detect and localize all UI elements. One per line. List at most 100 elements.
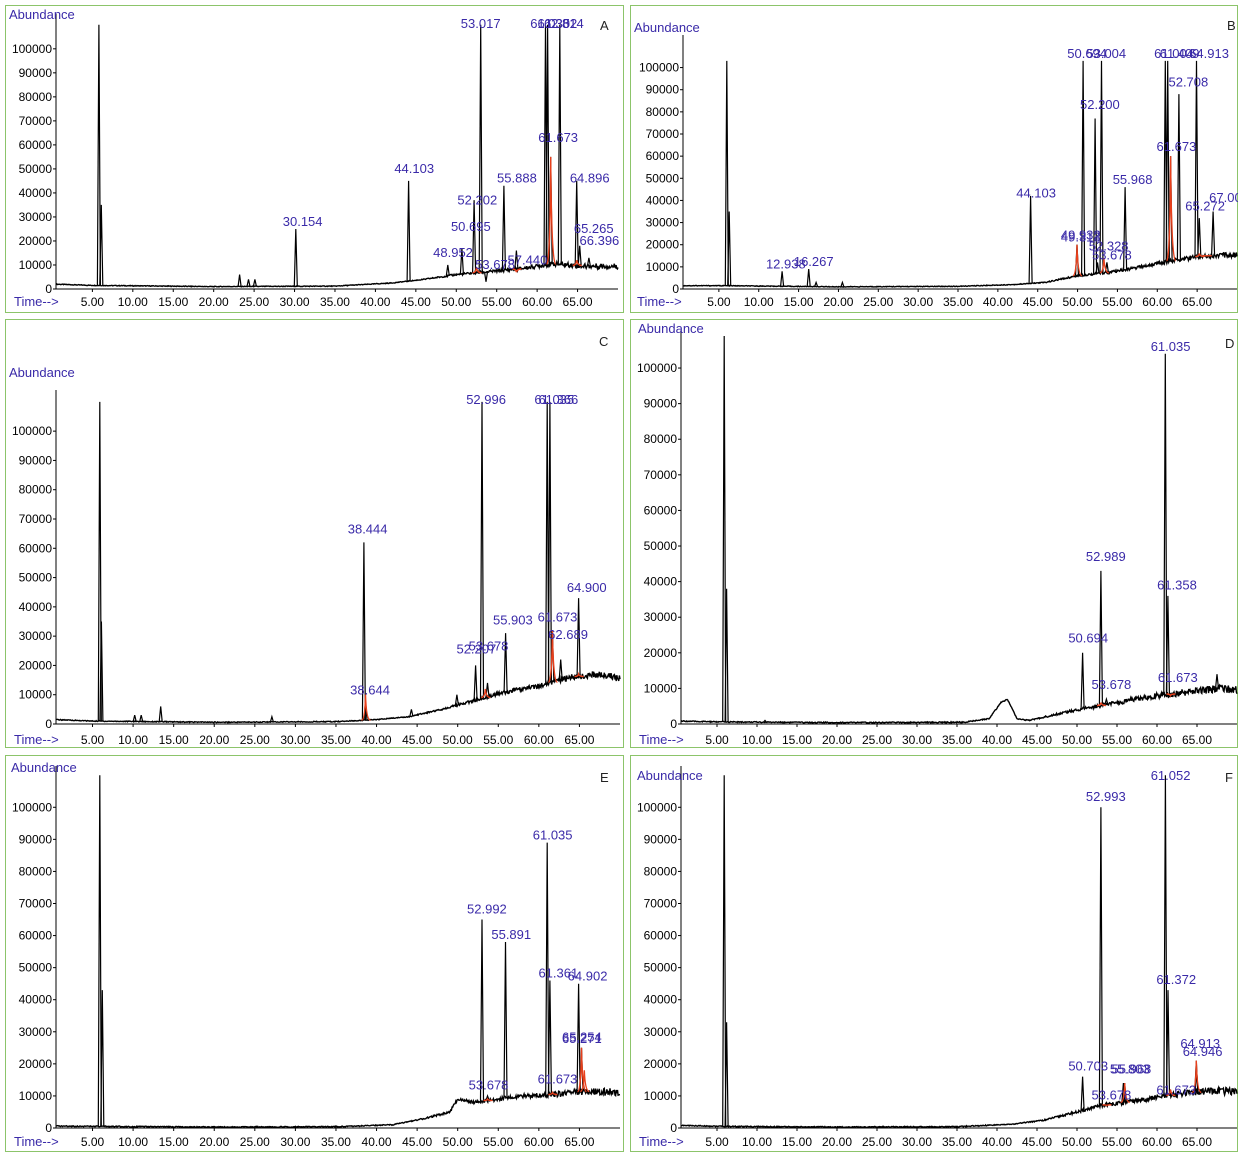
peak-retention-label: 55.891 bbox=[491, 927, 531, 942]
chromatogram-trace bbox=[680, 683, 1238, 725]
peak-retention-label: 61.361 bbox=[538, 965, 578, 980]
peak-retention-label: 61.409 bbox=[1160, 46, 1200, 61]
chromatogram-peak bbox=[545, 24, 550, 265]
x-tick-label: 30.00 bbox=[280, 733, 310, 747]
y-axis-title: Abundance bbox=[637, 768, 703, 783]
peak-retention-label: 61.035 bbox=[530, 16, 570, 31]
peak-retention-label: 65.271 bbox=[562, 1031, 602, 1046]
y-tick-label: 30000 bbox=[19, 629, 53, 643]
chromatogram-panel-a: 0 10000 20000 30000 40000 50000 60000 70000 8000… bbox=[5, 5, 624, 313]
y-tick-label: 50000 bbox=[644, 961, 678, 975]
panel-letter: F bbox=[1225, 770, 1233, 785]
chromatogram-peak bbox=[1197, 218, 1202, 257]
y-tick-label: 10000 bbox=[19, 258, 53, 272]
x-tick-label: 55.00 bbox=[1102, 295, 1132, 309]
chromatogram-peak bbox=[269, 714, 274, 723]
chromatogram-peak bbox=[806, 269, 811, 287]
chromatogram-svg: 0 10000 20000 30000 40000 50000 60000 70000 8000… bbox=[12, 390, 621, 747]
x-tick-label: 65.00 bbox=[1182, 1135, 1212, 1149]
peak-retention-label: 55.968 bbox=[1112, 1062, 1152, 1077]
peak-retention-label: 61.673 bbox=[1156, 1083, 1196, 1098]
y-tick-label: 40000 bbox=[19, 993, 53, 1007]
chromatogram-peak bbox=[99, 204, 104, 286]
chromatogram-peak bbox=[1165, 990, 1171, 1096]
x-tick-label: 40.00 bbox=[982, 733, 1012, 747]
chromatogram-peak bbox=[485, 1093, 490, 1101]
x-tick-label: 10.00 bbox=[118, 1135, 148, 1149]
x-tick-label: 35.00 bbox=[321, 733, 351, 747]
integrated-peak-marker bbox=[1096, 702, 1107, 707]
peak-retention-label: 49.313 bbox=[1061, 230, 1101, 245]
x-tick-label: 55.00 bbox=[483, 733, 513, 747]
x-tick-label: 30.00 bbox=[903, 295, 933, 309]
chromatogram-peak bbox=[1165, 595, 1170, 695]
chromatogram-peak bbox=[1104, 696, 1109, 705]
chromatogram-peak bbox=[1080, 652, 1085, 709]
x-tick-label: 15.00 bbox=[159, 1135, 189, 1149]
peak-retention-label: 64.946 bbox=[1183, 1044, 1223, 1059]
peak-retention-label: 64.902 bbox=[568, 969, 608, 984]
chromatogram-peak bbox=[246, 279, 251, 287]
y-tick-label: 20000 bbox=[644, 1057, 678, 1071]
chromatogram-peak bbox=[557, 24, 562, 265]
chromatogram-peak bbox=[1176, 94, 1181, 260]
x-tick-label: 15.00 bbox=[159, 733, 189, 747]
y-tick-label: 40000 bbox=[646, 193, 680, 207]
chromatogram-peak bbox=[479, 401, 485, 699]
x-tick-label: 20.00 bbox=[822, 733, 852, 747]
x-tick-label: 10.00 bbox=[118, 295, 148, 309]
y-tick-label: 100000 bbox=[637, 361, 677, 375]
y-tick-label: 50000 bbox=[646, 171, 680, 185]
chromatogram-peak bbox=[473, 665, 478, 701]
peak-retention-label: 62.814 bbox=[544, 16, 584, 31]
y-axis-title: Abundance bbox=[11, 760, 77, 775]
integrated-peak-marker bbox=[1166, 693, 1176, 698]
y-tick-label: 60000 bbox=[644, 929, 678, 943]
chromatogram-trace bbox=[55, 259, 619, 288]
peak-retention-label: 61.035 bbox=[1151, 339, 1191, 354]
y-tick-label: 100000 bbox=[12, 800, 52, 814]
y-tick-label: 0 bbox=[670, 717, 677, 731]
chromatogram-panel-d: 0 10000 20000 30000 40000 50000 60000 70000 8000… bbox=[630, 319, 1238, 748]
chromatogram-peak bbox=[727, 211, 732, 286]
y-tick-label: 90000 bbox=[19, 453, 53, 467]
y-tick-label: 20000 bbox=[19, 1057, 53, 1071]
chromatogram-peak bbox=[577, 245, 582, 266]
y-tick-label: 10000 bbox=[19, 688, 53, 702]
x-tick-label: 25.00 bbox=[862, 1135, 892, 1149]
x-tick-label: 30.00 bbox=[280, 295, 310, 309]
y-tick-label: 60000 bbox=[646, 149, 680, 163]
chromatogram-svg: 0 10000 20000 30000 40000 50000 60000 70000 8000… bbox=[637, 766, 1238, 1149]
peak-retention-label: 61.035 bbox=[533, 828, 573, 843]
chromatogram-peak bbox=[586, 257, 591, 267]
panel-letter: B bbox=[1227, 18, 1236, 33]
peak-retention-label: 66.396 bbox=[580, 233, 620, 248]
chromatogram-peak bbox=[1214, 674, 1220, 689]
y-tick-label: 10000 bbox=[646, 260, 680, 274]
x-tick-label: 45.00 bbox=[1023, 295, 1053, 309]
x-tick-label: 60.00 bbox=[522, 295, 552, 309]
chromatogram-peak bbox=[724, 60, 729, 286]
peak-retention-label: 53.678 bbox=[1092, 247, 1132, 262]
y-tick-label: 60000 bbox=[19, 929, 53, 943]
chromatogram-peak bbox=[722, 335, 727, 722]
chromatogram-peak bbox=[1194, 60, 1199, 258]
peak-retention-label: 53.678 bbox=[469, 1078, 509, 1093]
chromatogram-peak bbox=[96, 24, 101, 286]
x-tick-label: 30.00 bbox=[902, 1135, 932, 1149]
chromatogram-peak bbox=[1123, 187, 1128, 270]
y-tick-label: 80000 bbox=[19, 864, 53, 878]
x-tick-label: 45.00 bbox=[1022, 733, 1052, 747]
chromatogram-trace bbox=[680, 1084, 1238, 1129]
chromatogram-peak bbox=[97, 775, 102, 1127]
peak-retention-label: 64.913 bbox=[1180, 1036, 1220, 1051]
peak-retention-label: 64.913 bbox=[1189, 46, 1229, 61]
y-tick-label: 50000 bbox=[19, 162, 53, 176]
x-axis-title: Time--> bbox=[639, 732, 684, 747]
y-tick-label: 20000 bbox=[644, 646, 678, 660]
peak-retention-label: 61.035 bbox=[534, 392, 574, 407]
x-tick-label: 25.00 bbox=[863, 295, 893, 309]
x-tick-label: 65.00 bbox=[564, 733, 594, 747]
peak-retention-label: 61.673 bbox=[538, 1071, 578, 1086]
chromatogram-svg: 0 10000 20000 30000 40000 50000 60000 70000 8000… bbox=[12, 14, 620, 309]
